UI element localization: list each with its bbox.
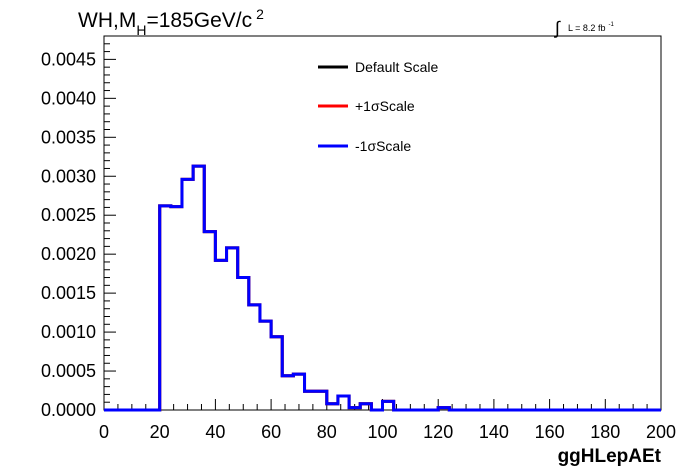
y-axis: 0.0000 0.0005 0.0010 0.0015 0.0020 0.0025 0.00… xyxy=(41,43,116,420)
x-axis-label: ggHLepAEt xyxy=(558,446,662,467)
y-tick-label: 0.0045 xyxy=(41,49,96,69)
legend-label-plus1sigma: +1σScale xyxy=(355,98,415,114)
series-group xyxy=(104,164,661,412)
x-tick-label: 20 xyxy=(150,422,170,442)
x-axis: 0 20 40 60 80 100 120 140 160 180 200 xyxy=(99,399,676,442)
legend-item-minus1sigma: -1σScale xyxy=(318,138,411,154)
title-subscript: H xyxy=(136,22,146,38)
x-tick-label: 80 xyxy=(317,422,337,442)
lumi-label: L = 8.2 fb -1 xyxy=(568,22,614,33)
y-tick-label: 0.0030 xyxy=(41,166,96,186)
x-tick-label: 120 xyxy=(423,422,453,442)
x-tick-label: 60 xyxy=(261,422,281,442)
y-tick-label: 0.0035 xyxy=(41,127,96,147)
x-tick-label: 200 xyxy=(646,422,676,442)
legend-label-default: Default Scale xyxy=(355,59,438,75)
lumi-superscript: -1 xyxy=(608,22,614,28)
integral-sign: ∫ xyxy=(553,18,561,38)
legend-item-default: Default Scale xyxy=(318,59,438,75)
legend: Default Scale +1σScale -1σScale xyxy=(318,59,438,154)
y-tick-label: 0.0020 xyxy=(41,244,96,264)
x-tick-label: 160 xyxy=(535,422,565,442)
chart-title: WH,MH=185GeV/c 2 xyxy=(78,6,264,38)
legend-item-plus1sigma: +1σScale xyxy=(318,98,415,114)
lumi-text: L = 8.2 fb xyxy=(568,23,605,33)
title-rest: =185GeV/c xyxy=(146,9,252,32)
x-tick-label: 0 xyxy=(99,422,109,442)
x-tick-label: 40 xyxy=(205,422,225,442)
x-tick-label: 180 xyxy=(590,422,620,442)
x-tick-label: 140 xyxy=(479,422,509,442)
y-tick-label: 0.0000 xyxy=(41,400,96,420)
y-tick-label: 0.0025 xyxy=(41,205,96,225)
y-tick-label: 0.0015 xyxy=(41,283,96,303)
y-tick-label: 0.0005 xyxy=(41,361,96,381)
y-tick-label: 0.0010 xyxy=(41,322,96,342)
x-tick-label: 100 xyxy=(367,422,397,442)
title-main: WH,M xyxy=(78,9,136,32)
series-line-2 xyxy=(104,164,661,412)
title-superscript: 2 xyxy=(256,6,264,22)
legend-label-minus1sigma: -1σScale xyxy=(355,138,411,154)
y-tick-label: 0.0040 xyxy=(41,88,96,108)
